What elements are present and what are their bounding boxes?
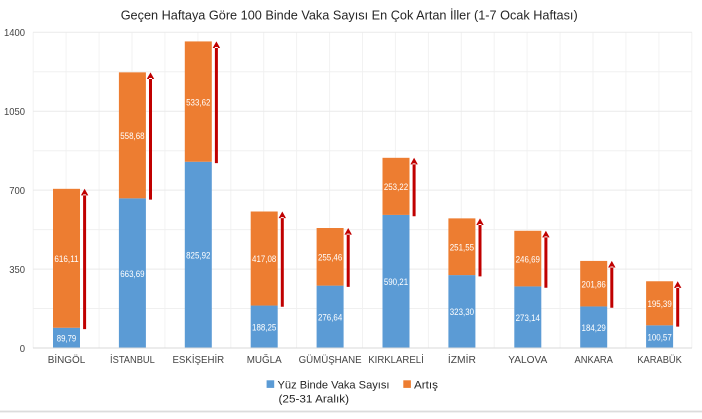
svg-text:YALOVA: YALOVA [508, 355, 547, 366]
svg-text:255,46: 255,46 [318, 253, 342, 263]
svg-text:0: 0 [20, 343, 25, 355]
svg-text:89,79: 89,79 [57, 334, 77, 344]
svg-text:Geçen Haftaya Göre 100 Binde V: Geçen Haftaya Göre 100 Binde Vaka Sayısı… [121, 8, 578, 23]
svg-text:Yüz Binde Vaka Sayısı: Yüz Binde Vaka Sayısı [278, 379, 390, 391]
svg-text:273,14: 273,14 [516, 313, 540, 323]
svg-text:100,57: 100,57 [647, 332, 671, 342]
svg-text:BİNGÖL: BİNGÖL [48, 353, 86, 366]
svg-text:276,64: 276,64 [318, 313, 342, 323]
svg-text:KIRKLARELİ: KIRKLARELİ [368, 353, 424, 366]
svg-text:417,08: 417,08 [252, 254, 276, 264]
svg-text:246,69: 246,69 [516, 254, 540, 264]
svg-text:253,22: 253,22 [384, 182, 408, 192]
svg-text:ANKARA: ANKARA [575, 355, 614, 366]
svg-text:188,25: 188,25 [252, 323, 276, 333]
svg-text:663,69: 663,69 [120, 269, 144, 279]
svg-text:1050: 1050 [4, 106, 25, 118]
svg-text:323,30: 323,30 [450, 307, 474, 317]
svg-text:1400: 1400 [4, 27, 25, 39]
svg-text:KARABÜK: KARABÜK [637, 354, 682, 366]
svg-text:825,92: 825,92 [186, 251, 210, 261]
svg-text:GÜMÜŞHANE: GÜMÜŞHANE [299, 354, 362, 366]
svg-text:251,55: 251,55 [450, 242, 474, 252]
svg-text:195,39: 195,39 [647, 299, 671, 309]
svg-text:(25-31 Aralık): (25-31 Aralık) [279, 394, 350, 406]
svg-text:700: 700 [9, 185, 25, 197]
svg-text:ESKİŞEHİR: ESKİŞEHİR [172, 353, 224, 366]
svg-text:350: 350 [9, 264, 25, 276]
svg-text:616,11: 616,11 [54, 254, 78, 264]
svg-text:558,68: 558,68 [120, 131, 144, 141]
svg-text:İZMİR: İZMİR [448, 353, 476, 366]
svg-text:201,86: 201,86 [582, 279, 606, 289]
svg-text:Artış: Artış [414, 379, 438, 391]
svg-text:590,21: 590,21 [384, 277, 408, 287]
svg-text:184,29: 184,29 [582, 323, 606, 333]
svg-text:MUĞLA: MUĞLA [247, 353, 282, 366]
svg-text:İSTANBUL: İSTANBUL [110, 353, 155, 366]
svg-text:533,62: 533,62 [186, 97, 210, 107]
